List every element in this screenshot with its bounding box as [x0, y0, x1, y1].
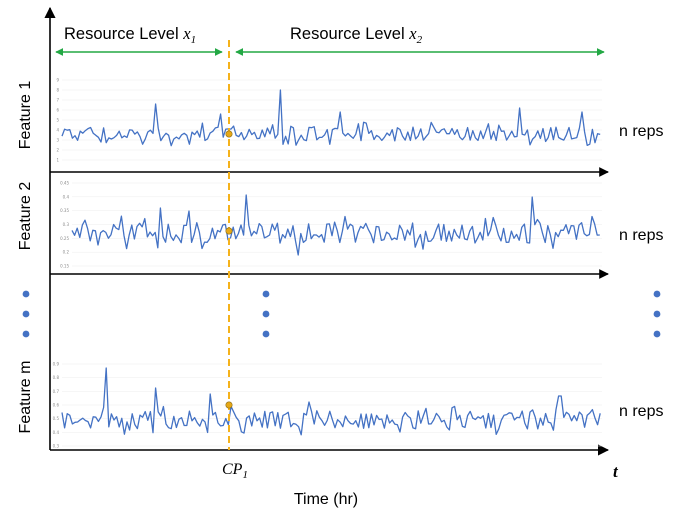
series-ticks: 0.9 0.8 0.7 0.6 0.5 0.4 0.3	[53, 362, 60, 449]
series-ticks: 9 8 7 6 5 4 3 2 1	[56, 78, 59, 163]
feature-panel-m: 0.9 0.8 0.7 0.6 0.5 0.4 0.3 Feature m n reps	[17, 361, 663, 449]
series-line	[61, 89, 601, 147]
changepoint-marker	[225, 130, 233, 138]
ellipsis-dot	[262, 310, 270, 318]
tick-label: 0.35	[60, 208, 69, 213]
tick-label: 0.3	[53, 444, 60, 449]
changepoint-marker	[225, 401, 233, 409]
tick-label: 0.6	[53, 403, 60, 408]
series-line	[71, 194, 600, 256]
ellipsis-dots-right	[653, 290, 661, 338]
reps-label: n reps	[619, 227, 663, 244]
tick-label: 0.9	[53, 362, 60, 367]
series-grid	[72, 182, 602, 267]
x-axis-title: Time (hr)	[294, 491, 358, 508]
ellipsis-dot	[262, 330, 270, 338]
region-label-left: Resource Level x1	[64, 24, 196, 46]
tick-label: 6	[56, 108, 59, 113]
tick-label: 3	[56, 138, 59, 143]
tick-label: 0.4	[63, 194, 70, 199]
tick-label: 0.25	[60, 236, 69, 241]
series-grid	[62, 363, 602, 447]
tick-label: 0.45	[60, 181, 69, 186]
tick-label: 0.5	[53, 416, 60, 421]
region-label-right: Resource Level x2	[290, 24, 423, 46]
ellipsis-dot	[262, 290, 270, 298]
tick-label: 9	[56, 78, 59, 83]
ellipsis-dot	[22, 330, 30, 338]
feature-label: Feature 2	[17, 182, 34, 251]
series-grid	[62, 79, 602, 161]
feature-panel-1: 9 8 7 6 5 4 3 2 1 Feature 1 n reps	[17, 78, 663, 163]
changepoint-marker	[225, 227, 233, 235]
tick-label: 0.3	[63, 222, 70, 227]
tick-label: 0.15	[60, 264, 69, 269]
tick-label: 1	[56, 158, 59, 163]
series-line	[61, 367, 601, 436]
tick-label: 2	[56, 148, 59, 153]
feature-panel-2: 0.45 0.4 0.35 0.3 0.25 0.2 0.15 Feature 2 n re…	[17, 181, 663, 269]
tick-label: 0.2	[63, 250, 70, 255]
tick-label: 5	[56, 118, 59, 123]
ellipsis-dot	[22, 290, 30, 298]
reps-label: n reps	[619, 403, 663, 420]
ellipsis-dots-left	[22, 290, 30, 338]
tick-label: 0.8	[53, 375, 60, 380]
tick-label: 4	[56, 128, 59, 133]
reps-label: n reps	[619, 123, 663, 140]
series-ticks: 0.45 0.4 0.35 0.3 0.25 0.2 0.15	[60, 181, 69, 269]
ellipsis-dot	[653, 310, 661, 318]
ellipsis-dots-middle	[262, 290, 270, 338]
tick-label: 7	[56, 98, 59, 103]
feature-label: Feature m	[17, 361, 34, 434]
ellipsis-dot	[22, 310, 30, 318]
ellipsis-dot	[653, 330, 661, 338]
ellipsis-dot	[653, 290, 661, 298]
tick-label: 0.4	[53, 430, 60, 435]
tick-label: 8	[56, 88, 59, 93]
tick-label: 0.7	[53, 389, 60, 394]
time-end-label: t	[613, 462, 619, 481]
feature-label: Feature 1	[17, 81, 34, 150]
changepoint-label: CP1	[222, 461, 248, 481]
